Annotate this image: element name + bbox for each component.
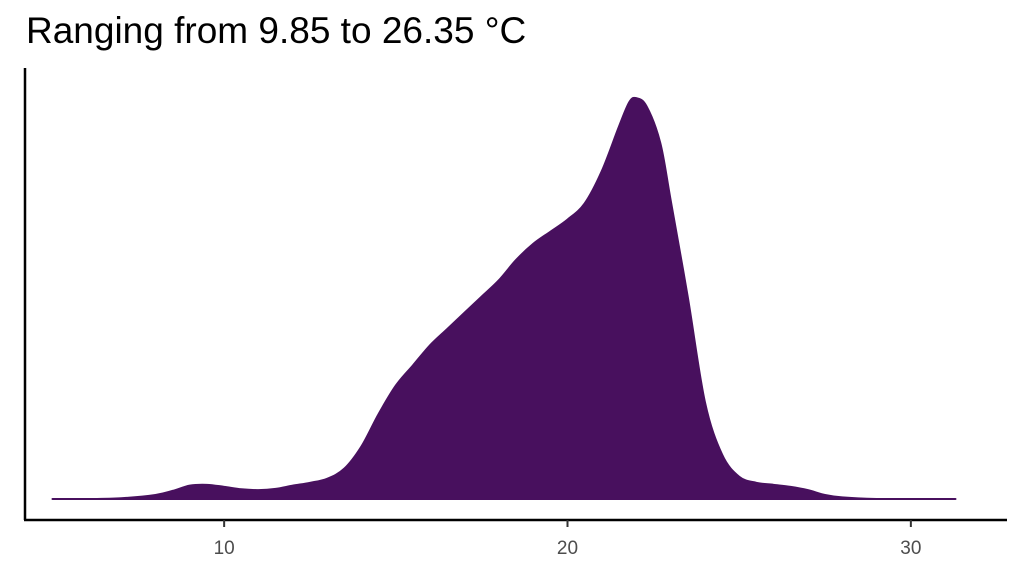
x-tick-label: 10 (214, 538, 235, 559)
x-tick-label: 20 (557, 538, 578, 559)
x-tick-label: 30 (900, 538, 921, 559)
chart-title: Ranging from 9.85 to 26.35 °C (26, 10, 527, 51)
x-axis-ticks: 10 20 30 (214, 520, 921, 559)
density-area (51, 96, 957, 500)
plot-area (51, 96, 957, 500)
